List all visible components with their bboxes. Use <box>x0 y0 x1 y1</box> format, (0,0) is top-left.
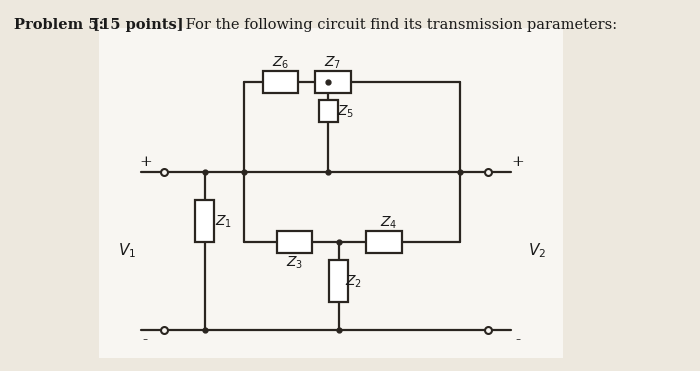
Bar <box>195 200 214 242</box>
Bar <box>315 71 351 93</box>
Text: $Z_1$: $Z_1$ <box>215 214 232 230</box>
Bar <box>262 71 298 93</box>
Text: Problem 5:: Problem 5: <box>14 18 109 32</box>
Text: [15 points]: [15 points] <box>93 18 183 32</box>
Bar <box>99 28 563 358</box>
Text: -: - <box>143 333 148 347</box>
Text: $Z_3$: $Z_3$ <box>286 255 303 271</box>
Text: $V_2$: $V_2$ <box>528 242 546 260</box>
Text: $Z_4$: $Z_4$ <box>380 215 397 231</box>
Bar <box>329 260 348 302</box>
Text: For the following circuit find its transmission parameters:: For the following circuit find its trans… <box>181 18 617 32</box>
Text: $Z_7$: $Z_7$ <box>325 55 342 71</box>
Text: -: - <box>515 333 521 347</box>
Bar <box>276 231 312 253</box>
Text: $Z_2$: $Z_2$ <box>345 274 363 290</box>
Text: +: + <box>139 155 152 169</box>
Bar <box>319 100 338 122</box>
Text: $Z_6$: $Z_6$ <box>272 55 289 71</box>
Text: $Z_5$: $Z_5$ <box>337 104 354 120</box>
Text: $V_1$: $V_1$ <box>118 242 136 260</box>
Bar <box>366 231 402 253</box>
Text: +: + <box>512 155 524 169</box>
